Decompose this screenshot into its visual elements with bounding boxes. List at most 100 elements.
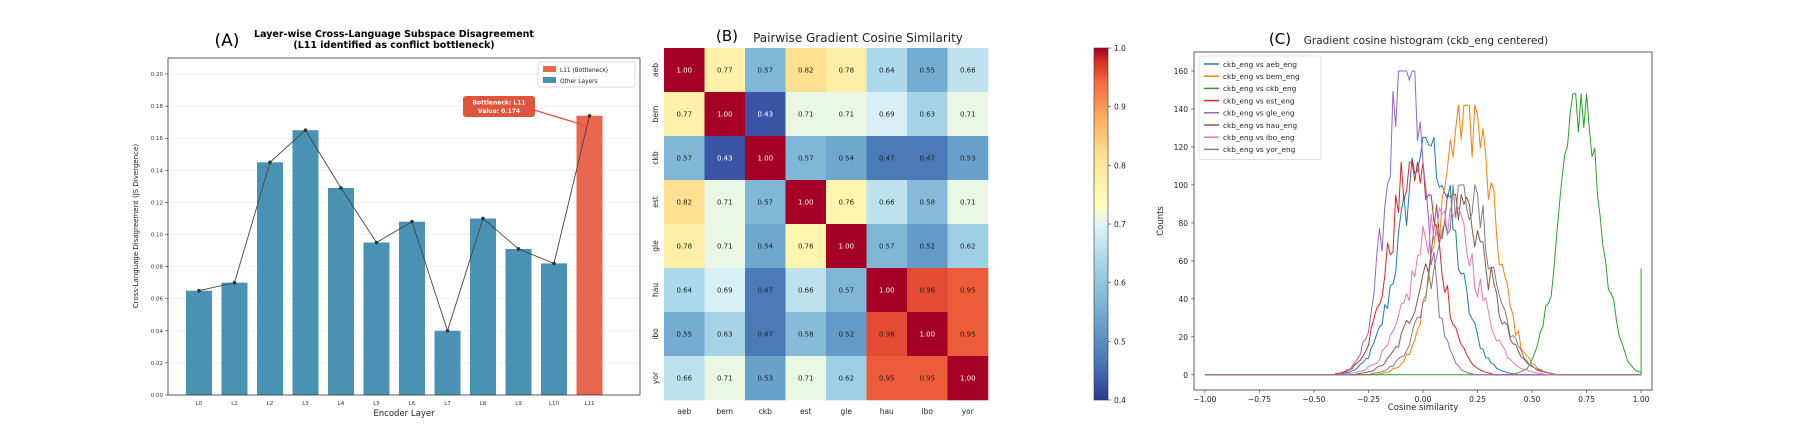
heatmap-cell xyxy=(664,224,705,269)
heatmap-cell-value: 1.00 xyxy=(960,375,976,383)
trend-point xyxy=(516,247,521,251)
legend-label-bottleneck: L11 (Bottleneck) xyxy=(560,68,608,74)
heatmap-cell-value: 0.77 xyxy=(676,111,692,119)
y-tick-label: 140 xyxy=(1174,105,1189,114)
heatmap-y-label: hau xyxy=(651,283,660,297)
heatmap-y-label: aeb xyxy=(651,63,660,77)
trend-point xyxy=(552,261,556,266)
x-tick-label: 0.00 xyxy=(1415,395,1432,404)
y-tick-label: 0.16 xyxy=(151,136,164,142)
heatmap-cell xyxy=(785,224,827,269)
panel-a-label: (A) xyxy=(215,31,240,51)
panel-c-line-chart: (C) Gradient cosine histogram (ckb_eng c… xyxy=(1156,30,1653,413)
heatmap-cell xyxy=(907,356,948,401)
x-tick-label: L0 xyxy=(196,401,203,407)
heatmap-y-label: yor xyxy=(651,371,660,384)
heatmap-cell xyxy=(907,180,948,225)
heatmap-cell xyxy=(826,312,867,357)
bar-L8 xyxy=(470,218,496,395)
heatmap-cell-value: 0.95 xyxy=(919,375,935,383)
panel-a-bar-chart: (A) Layer-wise Cross-Language Subspace D… xyxy=(132,29,641,419)
heatmap-cell xyxy=(826,136,867,181)
heatmap-cell xyxy=(826,356,867,401)
legend-label: ckb_eng vs hau_eng xyxy=(1223,121,1297,130)
bar-L4 xyxy=(328,187,354,395)
heatmap-cell-value: 0.57 xyxy=(838,287,854,295)
heatmap-cell xyxy=(745,180,786,225)
bar-L2 xyxy=(257,162,283,395)
heatmap-cell xyxy=(664,356,705,401)
heatmap-cell xyxy=(704,312,746,357)
panel-c-x-axis-label: Cosine similarity xyxy=(1388,403,1458,413)
bar-L10 xyxy=(541,263,567,395)
heatmap-cell-value: 0.57 xyxy=(757,67,773,75)
x-tick-label: 0.50 xyxy=(1524,395,1541,404)
panel-a-title: Layer-wise Cross-Language Subspace Disag… xyxy=(254,29,534,40)
heatmap-cell xyxy=(664,312,705,357)
annotation-box xyxy=(463,96,535,117)
heatmap-cell xyxy=(907,224,948,269)
x-tick-label: L8 xyxy=(480,401,487,407)
heatmap-cell xyxy=(745,48,786,93)
heatmap-y-label: bem xyxy=(651,106,660,123)
legend-swatch-bottleneck xyxy=(543,66,556,72)
heatmap-cell xyxy=(907,48,948,93)
panel-c-legend: ckb_eng vs aeb_eng ckb_eng vs bem_eng ckb_… xyxy=(1198,55,1322,160)
heatmap-cell-value: 0.58 xyxy=(798,331,814,339)
heatmap-cell xyxy=(704,136,746,181)
colorbar xyxy=(1093,47,1109,401)
heatmap-cell-value: 1.00 xyxy=(879,287,895,295)
y-tick-label: 60 xyxy=(1178,257,1188,266)
heatmap-cell xyxy=(826,92,867,137)
legend-label: ckb_eng vs aeb_eng xyxy=(1223,60,1297,69)
colorbar-tick-label: 0.8 xyxy=(1114,161,1126,170)
heatmap-cell-value: 0.62 xyxy=(960,243,976,251)
annotation-arrow xyxy=(533,109,591,128)
heatmap-cell xyxy=(866,268,908,313)
heatmap-cell-value: 0.47 xyxy=(757,331,773,339)
heatmap-x-label: ckb xyxy=(759,407,772,416)
heatmap-cell-value: 0.69 xyxy=(879,111,895,119)
heatmap-cell-value: 0.78 xyxy=(676,243,692,251)
heatmap-cell xyxy=(745,312,786,357)
x-tick-label: 0.25 xyxy=(1469,395,1486,404)
trend-point xyxy=(197,288,201,293)
panel-b-title: Pairwise Gradient Cosine Similarity xyxy=(753,31,963,45)
heatmap-cell-value: 0.55 xyxy=(919,67,935,75)
x-tick-label: L1 xyxy=(231,401,238,407)
legend-swatch-other xyxy=(543,77,556,83)
heatmap-cell xyxy=(745,92,786,137)
heatmap-cell-value: 1.00 xyxy=(676,67,692,75)
heatmap-cell xyxy=(785,312,827,357)
heatmap-cell xyxy=(826,48,867,93)
heatmap-cell-value: 0.63 xyxy=(919,111,935,119)
colorbar-tick-label: 0.5 xyxy=(1114,337,1126,346)
trend-point xyxy=(303,128,308,133)
heatmap-cell-value: 0.47 xyxy=(757,287,773,295)
panel-b-cell-labels: 1.00 0.77 0.57 0.82 0.78 0.64 0.55 0.66 0.77 1.00… xyxy=(676,67,976,383)
legend-label: ckb_eng vs ckb_eng xyxy=(1223,84,1296,93)
panel-a-subtitle: (L11 identified as conflict bottleneck) xyxy=(293,40,494,51)
heatmap-cell-value: 0.71 xyxy=(717,199,733,207)
x-tick-label: −0.50 xyxy=(1302,395,1325,404)
heatmap-cell-value: 0.95 xyxy=(960,287,976,295)
trend-point xyxy=(445,329,450,333)
annotation-line-2: Value: 0.174 xyxy=(478,108,520,115)
panel-a-legend: L11 (Bottleneck) Other Layers xyxy=(537,61,636,88)
x-tick-label: −0.75 xyxy=(1248,395,1271,404)
panel-a-frame xyxy=(167,57,641,396)
heatmap-cell-value: 0.52 xyxy=(838,331,854,339)
heatmap-cell-value: 0.47 xyxy=(879,155,895,163)
x-tick-label: L2 xyxy=(267,401,274,407)
panel-b-label: (B) xyxy=(716,27,738,45)
heatmap-cell xyxy=(866,92,908,137)
annotation-line-1: Bottleneck: L11 xyxy=(472,100,525,107)
heatmap-cell-value: 0.71 xyxy=(798,111,814,119)
trend-point xyxy=(232,280,237,285)
heatmap-cell xyxy=(664,136,705,181)
heatmap-cell-value: 0.71 xyxy=(960,199,976,207)
heatmap-cell xyxy=(947,136,989,181)
bar-L6 xyxy=(399,221,425,395)
heatmap-cell-value: 0.57 xyxy=(676,155,692,163)
